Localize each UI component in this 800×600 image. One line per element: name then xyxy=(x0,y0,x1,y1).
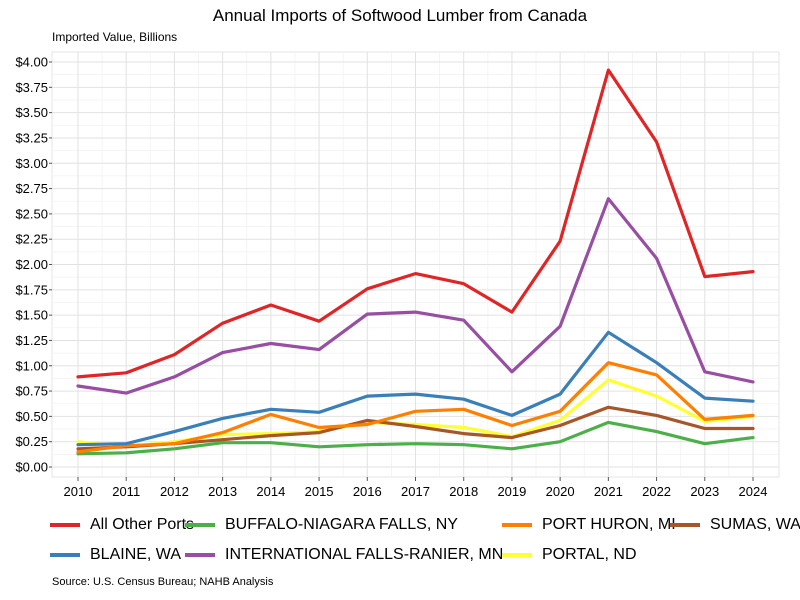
x-tick-label: 2023 xyxy=(690,484,719,499)
y-tick-label: $3.00 xyxy=(15,156,48,171)
x-tick-label: 2012 xyxy=(160,484,189,499)
y-tick-label: $1.50 xyxy=(15,308,48,323)
y-tick-label: $0.50 xyxy=(15,409,48,424)
x-tick-label: 2010 xyxy=(64,484,93,499)
series-line-sumas-wa xyxy=(76,405,755,451)
y-axis-label: Imported Value, Billions xyxy=(52,30,178,44)
y-tick-label: $1.00 xyxy=(15,358,48,373)
series-line-buffalo-niagara-falls-ny xyxy=(76,420,755,456)
y-tick-label: $2.00 xyxy=(15,257,48,272)
x-tick-label: 2019 xyxy=(497,484,526,499)
y-tick-label: $2.75 xyxy=(15,181,48,196)
y-tick-label: $0.75 xyxy=(15,384,48,399)
y-tick-label: $2.25 xyxy=(15,232,48,247)
x-tick-label: 2018 xyxy=(449,484,478,499)
y-tick-label: $1.25 xyxy=(15,333,48,348)
x-tick-label: 2013 xyxy=(208,484,237,499)
y-tick-label: $3.25 xyxy=(15,130,48,145)
x-tick-label: 2024 xyxy=(739,484,768,499)
x-tick-label: 2021 xyxy=(594,484,623,499)
x-tick-label: 2011 xyxy=(112,484,140,499)
y-tick-label: $0.25 xyxy=(15,434,48,449)
x-tick-label: 2017 xyxy=(401,484,430,499)
series-line-international-falls-ranier-mn xyxy=(76,197,755,395)
y-tick-label: $3.50 xyxy=(15,105,48,120)
y-tick-label: $4.00 xyxy=(15,55,48,70)
x-tick-label: 2020 xyxy=(546,484,575,499)
y-tick-label: $3.75 xyxy=(15,80,48,95)
series-line-port-huron-mi xyxy=(76,361,755,454)
series-line-blaine-wa xyxy=(76,330,755,447)
x-tick-label: 2022 xyxy=(642,484,671,499)
x-tick-label: 2016 xyxy=(353,484,382,499)
x-tick-label: 2014 xyxy=(256,484,285,499)
series-line-all-other-ports xyxy=(76,68,755,379)
source-note: Source: U.S. Census Bureau; NAHB Analysi… xyxy=(52,576,274,588)
y-tick-label: $2.50 xyxy=(15,206,48,221)
x-tick-label: 2015 xyxy=(305,484,334,499)
y-tick-label: $0.00 xyxy=(15,460,48,475)
chart-title: Annual Imports of Softwood Lumber from C… xyxy=(212,6,588,25)
y-tick-label: $1.75 xyxy=(15,282,48,297)
